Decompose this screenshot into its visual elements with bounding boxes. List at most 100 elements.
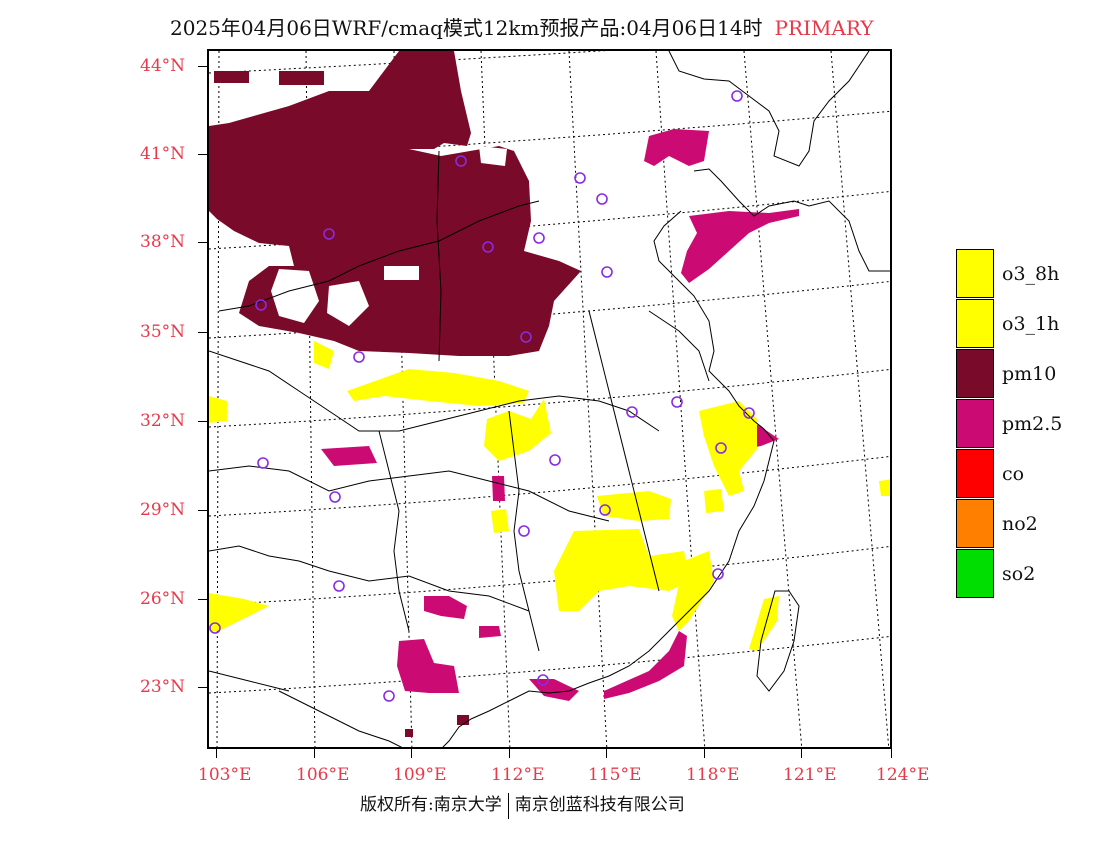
pm25-guangxi-north (424, 596, 467, 619)
lat-tick (198, 332, 207, 333)
legend-swatch (956, 499, 994, 548)
pm10-main-area (209, 51, 581, 356)
legend-label: o3_8h (1002, 263, 1060, 285)
pm25-guangxi (397, 639, 459, 693)
parallel-29 (209, 455, 890, 517)
meridian-115 (568, 51, 608, 747)
pm25-guangdong-coast (604, 631, 687, 699)
lon-label-121: 121°E (783, 765, 837, 785)
footer-divider (507, 792, 509, 819)
lon-label-124: 124°E (876, 765, 930, 785)
province-border (436, 150, 442, 362)
lon-tick (704, 749, 705, 758)
lat-tick (198, 687, 207, 688)
province-border (648, 310, 710, 382)
station-marker (601, 266, 613, 278)
legend-label: o3_1h (1002, 313, 1060, 335)
parallel-32 (209, 368, 890, 428)
pm10-patch (214, 71, 249, 83)
lon-label-109: 109°E (393, 765, 447, 785)
province-border (378, 430, 410, 632)
pollution-map (209, 51, 890, 747)
parallel-26 (209, 545, 890, 606)
primary-pollutant-tag: PRIMARY (774, 16, 874, 40)
station-marker (712, 568, 724, 580)
meridian-124 (830, 51, 890, 747)
province-border (209, 670, 290, 692)
o3-jiangsu (699, 401, 757, 496)
lon-label-106: 106°E (296, 765, 350, 785)
lat-label-26: 26°N (140, 589, 186, 609)
legend-label: so2 (1002, 563, 1036, 585)
o3-patch (209, 396, 227, 423)
station-marker (731, 90, 743, 102)
pm25-liaoning (644, 129, 709, 166)
o3-jiangxi-north (597, 491, 671, 521)
lon-tick (801, 749, 802, 758)
province-border (218, 200, 540, 312)
boundaries (209, 51, 890, 747)
lat-tick (198, 510, 207, 511)
station-marker (455, 155, 467, 167)
station-marker (537, 674, 549, 686)
station-marker (533, 232, 545, 244)
o3-patch (314, 341, 334, 369)
legend-swatch (956, 449, 994, 498)
pm10-gap (384, 266, 419, 280)
lat-tick (198, 66, 207, 67)
legend-label: co (1002, 463, 1025, 485)
lat-label-29: 29°N (140, 500, 186, 520)
station-marker (255, 299, 267, 311)
province-border (209, 465, 610, 522)
legend-swatch (956, 399, 994, 448)
pm25-patch (479, 626, 501, 638)
o3-patch (491, 509, 509, 533)
lon-label-118: 118°E (686, 765, 740, 785)
lat-tick (198, 599, 207, 600)
o3-regions (209, 341, 890, 651)
o3-patch (879, 479, 890, 496)
pm25-shandong (681, 209, 799, 283)
station-marker (383, 690, 395, 702)
copyright-footer: 版权所有:南京大学 南京创蓝科技有限公司 (360, 790, 685, 819)
legend-swatch (956, 249, 994, 298)
legend-label: pm2.5 (1002, 413, 1063, 435)
legend-swatch (956, 549, 994, 598)
lat-tick (198, 154, 207, 155)
province-border (508, 410, 540, 652)
o3-fujian (672, 551, 714, 631)
copyright-right: 南京创蓝科技有限公司 (514, 795, 685, 815)
station-marker (482, 241, 494, 253)
pm10-patch (457, 715, 469, 725)
station-marker (574, 172, 586, 184)
parallel-44 (209, 51, 607, 74)
lon-tick (606, 749, 607, 758)
station-marker (671, 396, 683, 408)
meridian-118 (655, 51, 706, 747)
station-marker (549, 454, 561, 466)
o3-yunnan (209, 593, 269, 631)
lat-label-32: 32°N (140, 411, 186, 431)
pm10-patch (405, 729, 413, 737)
lat-label-41: 41°N (140, 144, 186, 164)
pm25-chongqing (321, 446, 377, 466)
o3-patch (704, 489, 724, 513)
title-text: 2025年04月06日WRF/cmaq模式12km预报产品:04月06日14时 (170, 16, 763, 40)
o3-jiangxi-south (554, 529, 689, 611)
pm10-gap (479, 146, 507, 166)
legend-label: no2 (1002, 513, 1038, 535)
pm10-gap (327, 281, 369, 326)
map-frame (207, 49, 892, 749)
lon-tick (411, 749, 412, 758)
station-marker (715, 442, 727, 454)
lat-label-35: 35°N (140, 322, 186, 342)
station-marker (743, 407, 755, 419)
station-marker (518, 525, 530, 537)
station-marker (209, 622, 221, 634)
lat-label-23: 23°N (140, 677, 186, 697)
legend-label: pm10 (1002, 363, 1057, 385)
o3-taiwan-strait (749, 596, 779, 651)
legend-swatch (956, 349, 994, 398)
stations (209, 90, 755, 702)
